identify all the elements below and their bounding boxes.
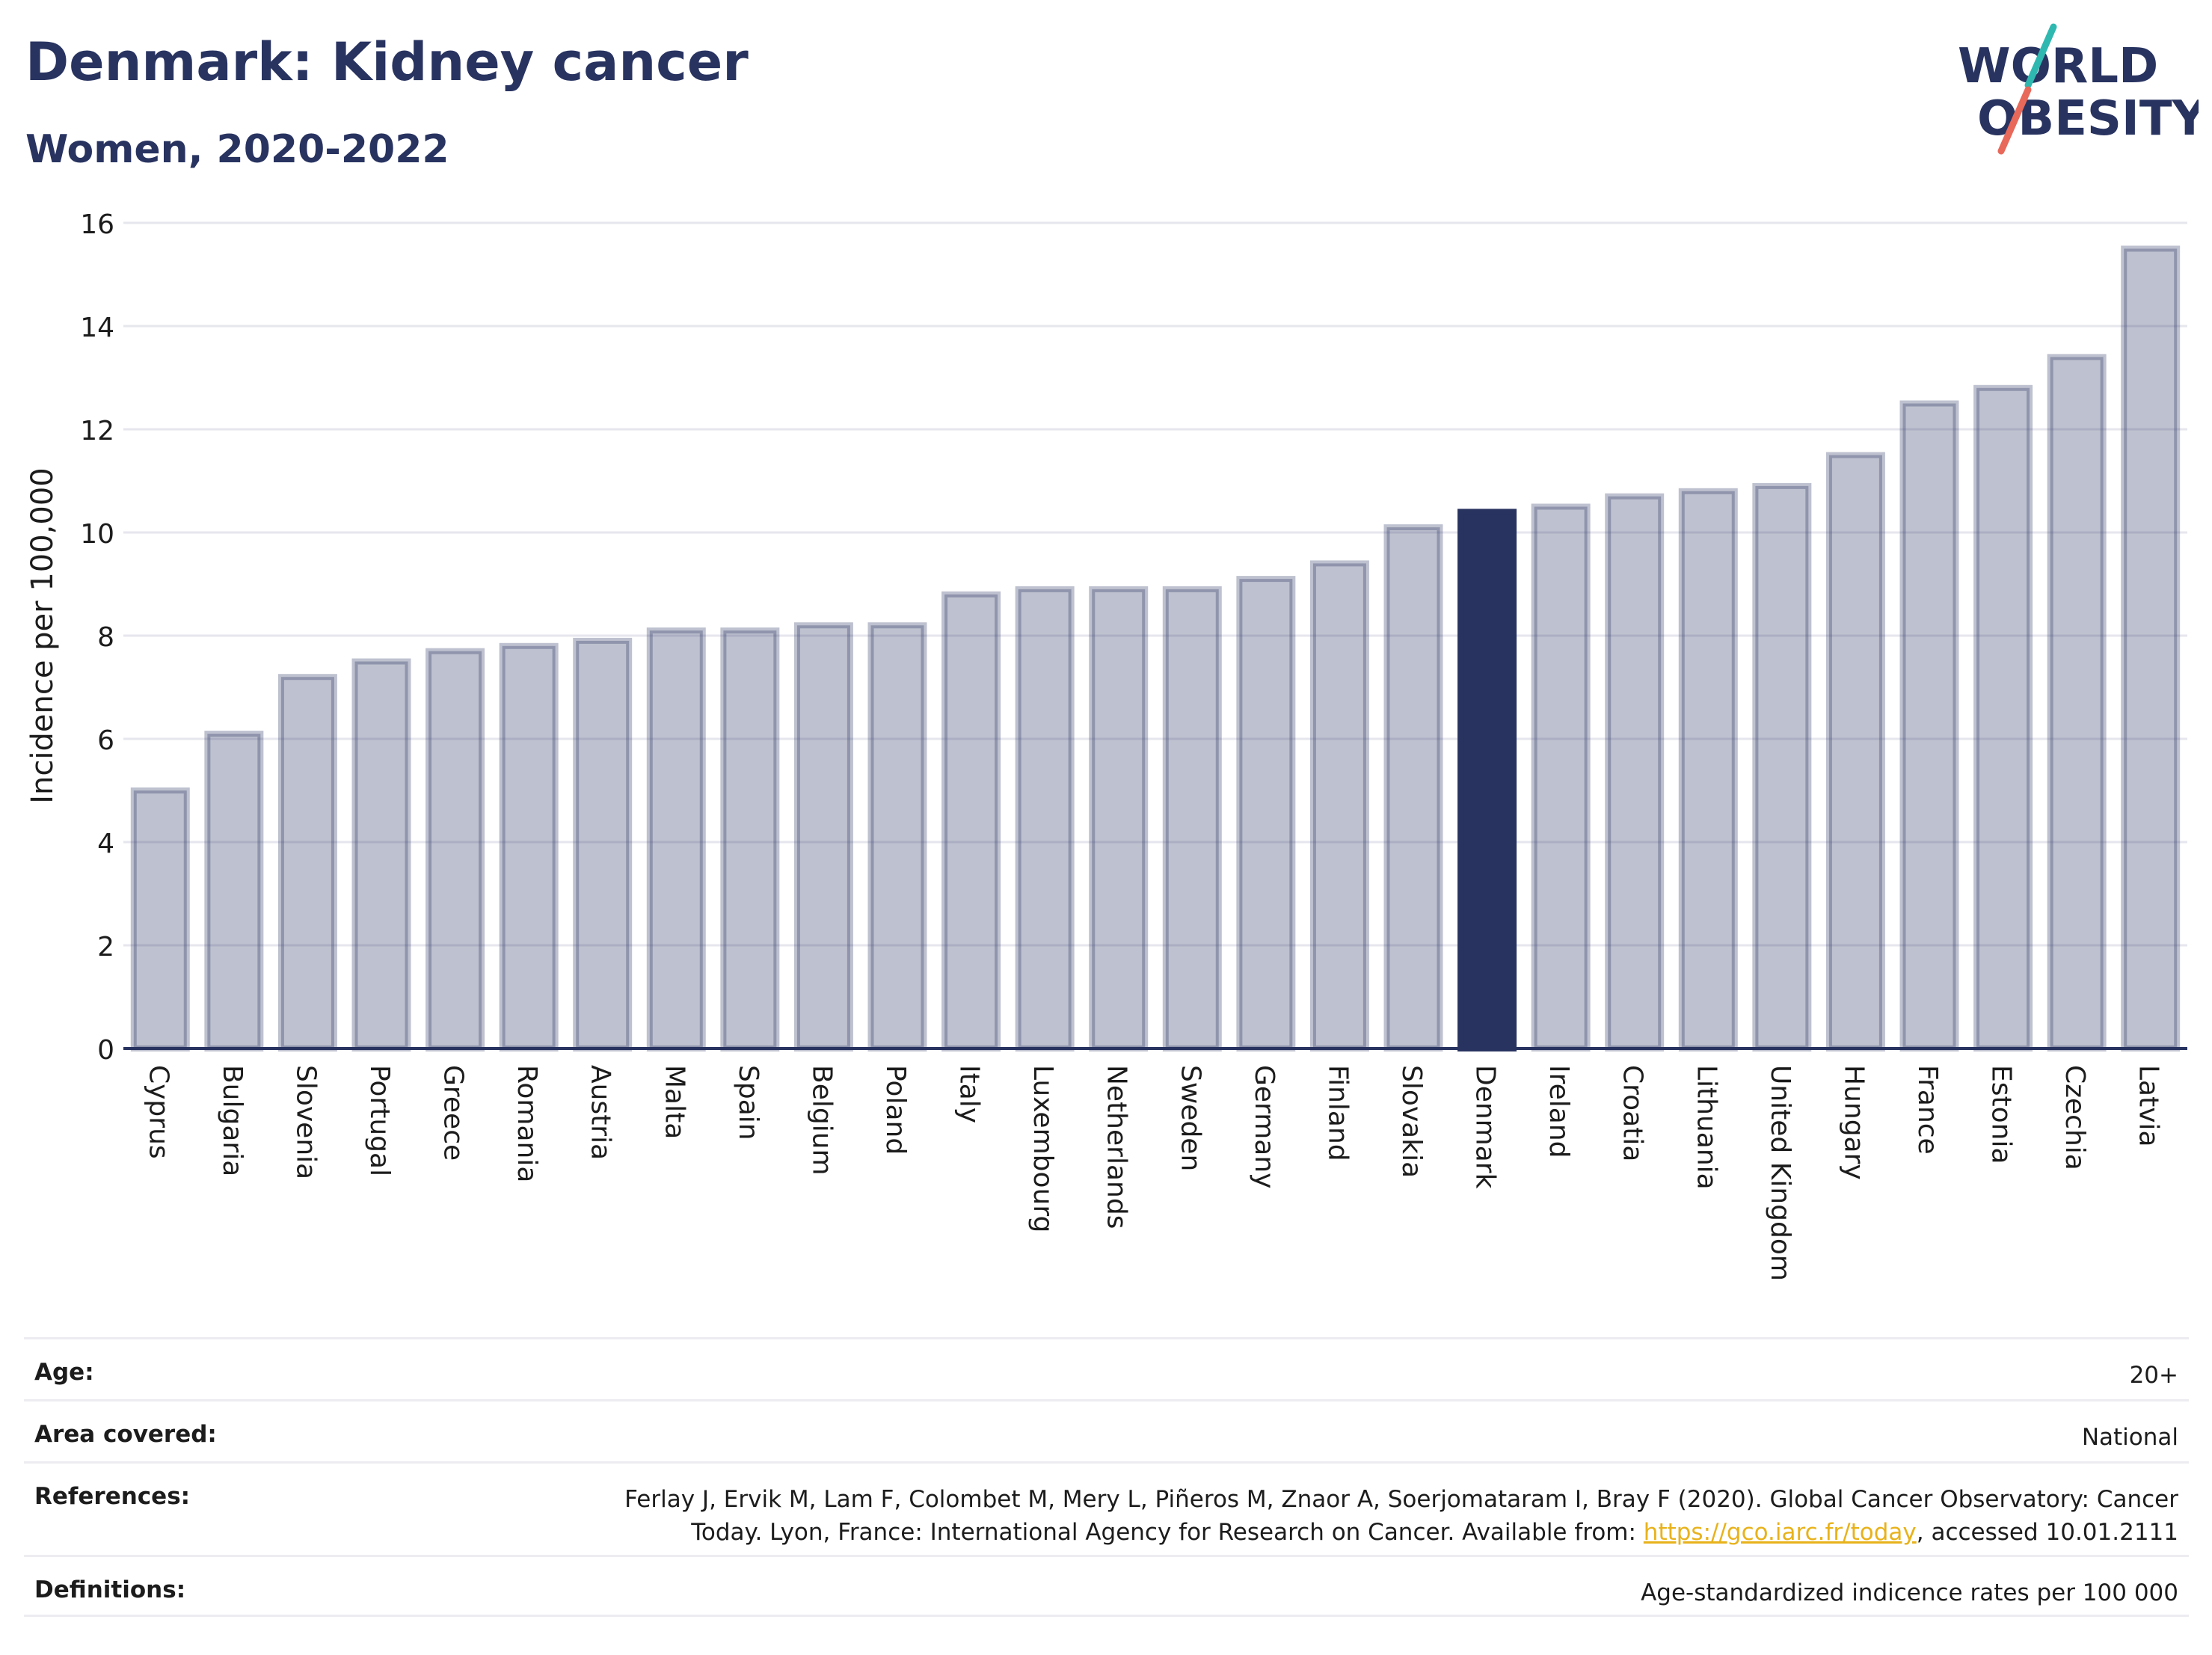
logo-slash-bottom-icon xyxy=(1997,86,2032,155)
x-tick-label: Hungary xyxy=(1838,1065,1869,1180)
bar-malta xyxy=(646,627,706,1051)
bar-estonia xyxy=(1973,384,2033,1051)
bar-cyprus xyxy=(130,787,190,1051)
bar-united-kingdom xyxy=(1752,482,1812,1051)
definitions-value: Age-standardized indicence rates per 100… xyxy=(1641,1579,2178,1606)
bar-sweden xyxy=(1162,586,1222,1051)
chart-subtitle: Women, 2020-2022 xyxy=(25,127,449,172)
x-tick-label: Croatia xyxy=(1617,1065,1648,1161)
bar-portugal xyxy=(351,658,411,1051)
area-value: National xyxy=(2081,1424,2178,1451)
y-tick-label: 16 xyxy=(80,209,114,240)
y-tick-label: 8 xyxy=(97,622,114,653)
y-axis-label: Incidence per 100,000 xyxy=(25,467,60,804)
x-tick-label: Denmark xyxy=(1470,1065,1501,1189)
x-tick-label: Germany xyxy=(1249,1065,1279,1188)
area-label: Area covered: xyxy=(34,1421,217,1448)
x-tick-label: Netherlands xyxy=(1102,1065,1132,1229)
x-tick-label: Slovakia xyxy=(1396,1065,1427,1178)
x-tick-label: Finland xyxy=(1322,1065,1353,1161)
bar-slovakia xyxy=(1383,524,1443,1051)
bar-italy xyxy=(941,591,1001,1051)
bar-bulgaria xyxy=(204,731,264,1051)
x-tick-label: Ireland xyxy=(1543,1065,1574,1158)
y-tick-labels: 0 2 4 6 8 10 12 14 16 xyxy=(80,209,114,1066)
references-text-line2-end: , accessed 10.01.2111 xyxy=(1916,1519,2178,1546)
references-label: References: xyxy=(34,1483,191,1510)
bars xyxy=(130,245,2181,1051)
bar-lithuania xyxy=(1678,488,1738,1051)
bar-denmark xyxy=(1457,509,1517,1051)
age-value: 20+ xyxy=(2129,1362,2178,1389)
x-tick-labels: Cyprus Bulgaria Slovenia Portugal Greece Roma… xyxy=(143,1065,2163,1281)
references-value: Ferlay J, Ervik M, Lam F, Colombet M, Me… xyxy=(624,1483,2178,1549)
logo-slash-top-icon xyxy=(2024,23,2057,89)
bar-ireland xyxy=(1531,503,1591,1051)
x-tick-label: Estonia xyxy=(1986,1065,2017,1164)
x-tick-label: France xyxy=(1912,1065,1943,1155)
x-tick-label: Luxembourg xyxy=(1027,1065,1058,1232)
x-tick-label: Spain xyxy=(733,1065,764,1140)
references-text-line2: Today. Lyon, France: International Agenc… xyxy=(691,1519,1644,1546)
bar-poland xyxy=(867,622,927,1051)
info-row-references: References: Ferlay J, Ervik M, Lam F, Co… xyxy=(24,1461,2189,1555)
bar-luxembourg xyxy=(1015,586,1075,1051)
x-tick-label: Italy xyxy=(954,1065,985,1123)
x-tick-label: Greece xyxy=(438,1065,469,1161)
x-tick-label: Poland xyxy=(880,1065,911,1155)
bar-netherlands xyxy=(1089,586,1149,1051)
x-tick-label: Romania xyxy=(511,1065,542,1182)
bar-austria xyxy=(573,637,633,1051)
y-tick-label: 0 xyxy=(97,1035,114,1066)
definitions-label: Definitions: xyxy=(34,1576,186,1603)
bar-hungary xyxy=(1825,452,1885,1051)
x-tick-label: Latvia xyxy=(2133,1065,2164,1147)
y-tick-label: 2 xyxy=(97,932,114,962)
y-tick-label: 6 xyxy=(97,725,114,756)
y-tick-label: 12 xyxy=(80,416,114,446)
x-tick-label: Slovenia xyxy=(290,1065,321,1179)
references-text-line1: Ferlay J, Ervik M, Lam F, Colombet M, Me… xyxy=(624,1486,2178,1513)
x-tick-label: Czechia xyxy=(2059,1065,2090,1170)
bar-france xyxy=(1899,400,1959,1051)
y-tick-label: 10 xyxy=(80,519,114,550)
bar-slovenia xyxy=(277,674,337,1051)
x-tick-label: Austria xyxy=(586,1065,616,1160)
chart-title: Denmark: Kidney cancer xyxy=(25,31,749,93)
world-obesity-logo: WORLD OBESITY xyxy=(1958,23,2199,155)
age-label: Age: xyxy=(34,1359,94,1386)
info-row-definitions: Definitions: Age-standardized indicence … xyxy=(24,1555,2189,1617)
info-row-area: Area covered: National xyxy=(24,1399,2189,1461)
bar-latvia xyxy=(2121,245,2181,1051)
logo-line1: WORLD xyxy=(1958,39,2158,94)
y-tick-label: 14 xyxy=(80,313,114,343)
bar-czechia xyxy=(2047,354,2107,1051)
x-tick-label: Lithuania xyxy=(1691,1065,1721,1190)
x-tick-label: Cyprus xyxy=(143,1065,173,1159)
x-tick-label: United Kingdom xyxy=(1765,1065,1795,1281)
bar-finland xyxy=(1309,560,1369,1051)
x-tick-label: Bulgaria xyxy=(217,1065,248,1176)
x-tick-label: Sweden xyxy=(1175,1065,1205,1171)
bar-romania xyxy=(499,642,559,1051)
bar-chart: 0 2 4 6 8 10 12 14 16 Cyprus Bulgaria Slovenia Port… xyxy=(25,209,2187,1281)
x-tick-label: Malta xyxy=(659,1065,689,1139)
bar-spain xyxy=(720,627,780,1051)
bar-croatia xyxy=(1605,493,1665,1051)
bar-greece xyxy=(425,648,485,1051)
x-tick-label: Belgium xyxy=(806,1065,837,1176)
bar-belgium xyxy=(793,622,853,1051)
bar-germany xyxy=(1236,576,1296,1051)
x-tick-label: Portugal xyxy=(364,1065,395,1176)
info-table: Age: 20+ Area covered: National Referenc… xyxy=(24,1337,2189,1617)
references-link[interactable]: https://gco.iarc.fr/today xyxy=(1643,1519,1917,1546)
info-row-age: Age: 20+ xyxy=(24,1337,2189,1399)
y-tick-label: 4 xyxy=(97,829,114,859)
